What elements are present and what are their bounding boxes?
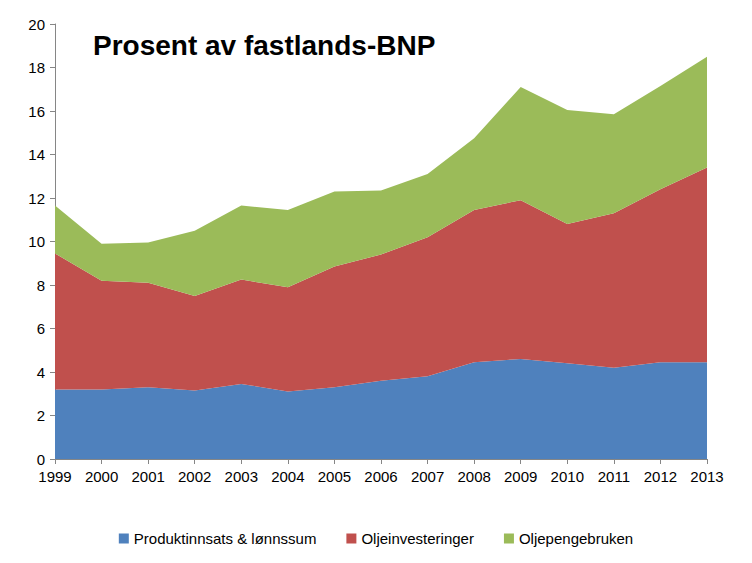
svg-text:2012: 2012 [644,468,677,485]
svg-text:Oljepengebruken: Oljepengebruken [519,530,633,547]
svg-text:0: 0 [37,451,45,468]
svg-text:2008: 2008 [457,468,490,485]
svg-text:12: 12 [28,190,45,207]
svg-text:2004: 2004 [271,468,304,485]
svg-text:2007: 2007 [411,468,444,485]
svg-text:Prosent av fastlands-BNP: Prosent av fastlands-BNP [93,30,435,61]
svg-text:2005: 2005 [318,468,351,485]
svg-text:2006: 2006 [364,468,397,485]
svg-text:8: 8 [37,277,45,294]
svg-text:2002: 2002 [178,468,211,485]
svg-text:4: 4 [37,364,45,381]
svg-text:2001: 2001 [131,468,164,485]
svg-text:16: 16 [28,103,45,120]
svg-text:2000: 2000 [85,468,118,485]
svg-text:14: 14 [28,146,45,163]
svg-text:10: 10 [28,233,45,250]
svg-text:2003: 2003 [225,468,258,485]
svg-text:20: 20 [28,16,45,33]
svg-text:1999: 1999 [38,468,71,485]
svg-text:2011: 2011 [598,468,630,485]
svg-text:6: 6 [37,320,45,337]
svg-text:Oljeinvesteringer: Oljeinvesteringer [361,530,474,547]
svg-text:2009: 2009 [504,468,537,485]
svg-text:2013: 2013 [690,468,723,485]
svg-text:2: 2 [37,407,45,424]
svg-text:18: 18 [28,59,45,76]
svg-text:Produktinnsats & lønnssum: Produktinnsats & lønnssum [134,530,317,547]
svg-text:2010: 2010 [551,468,584,485]
